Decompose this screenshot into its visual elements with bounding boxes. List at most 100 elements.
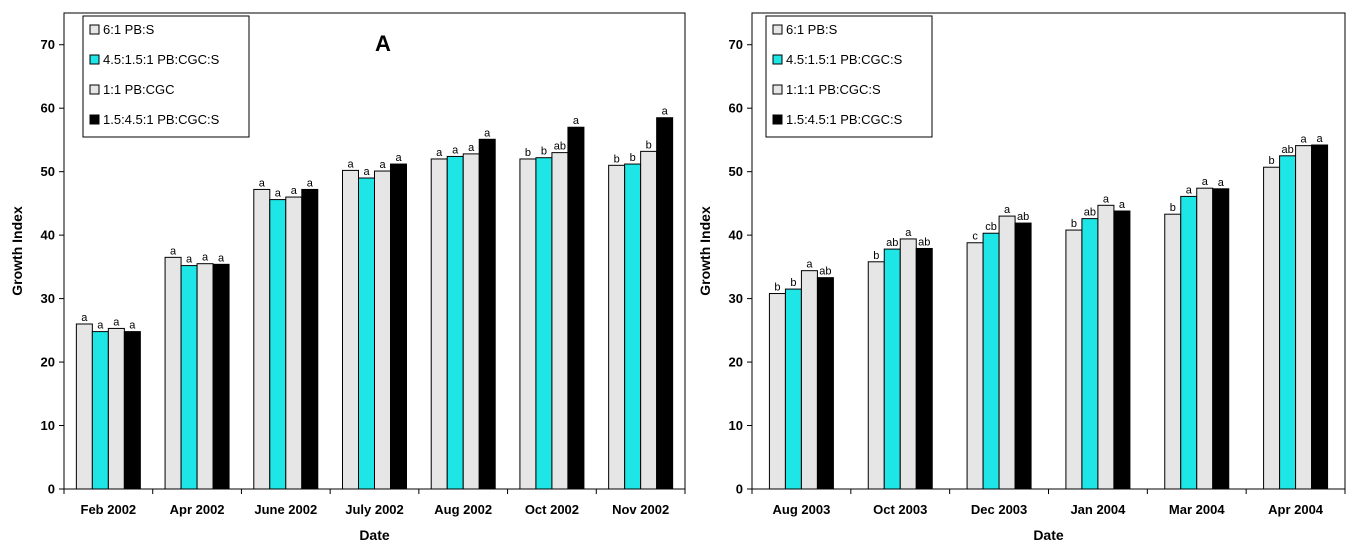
significance-label: ab: [886, 237, 898, 249]
y-axis-title: Growth Index: [697, 206, 713, 296]
significance-label: a: [468, 142, 475, 154]
x-tick-label: Aug 2002: [434, 502, 492, 517]
bar-1-s4-c5: [478, 138, 496, 490]
bar-1-s1-c6: [519, 158, 537, 490]
significance-label: a: [129, 320, 136, 332]
significance-label: a: [1004, 204, 1011, 216]
legend-swatch: [89, 24, 100, 35]
bar-2-s3-c5: [1196, 187, 1214, 490]
bar-2-s4-c5: [1212, 188, 1230, 490]
x-tick-label: July 2002: [345, 502, 404, 517]
significance-label: a: [662, 106, 669, 118]
bar-2-s4-c3: [1014, 222, 1032, 490]
bar-1-s3-c4: [374, 170, 391, 490]
bar-2-s2-c6: [1279, 155, 1297, 490]
y-tick-label: 50: [41, 164, 55, 179]
bar-1-s1-c3: [253, 188, 271, 490]
bar-2-s4-c2: [915, 247, 933, 490]
significance-label: b: [614, 153, 620, 165]
bar-2-s2-c4: [1081, 218, 1099, 490]
significance-label: a: [1119, 199, 1126, 211]
bar-1-s1-c5: [430, 158, 448, 490]
x-tick-label: Feb 2002: [81, 502, 137, 517]
bar-1-s4-c6: [567, 126, 585, 490]
bar-2-s1-c1: [768, 293, 786, 490]
legend-box: [82, 15, 250, 138]
legend-entry: 6:1 PB:S: [103, 22, 155, 37]
x-tick-label: Oct 2002: [525, 502, 579, 517]
bar-2-s2-c5: [1180, 195, 1198, 490]
significance-label: b: [1170, 202, 1176, 214]
bar-1-s3-c5: [462, 153, 480, 490]
x-axis-title: Date: [1033, 527, 1064, 543]
x-tick-label: Dec 2003: [971, 502, 1027, 517]
y-tick-label: 70: [729, 37, 743, 52]
legend-swatch: [89, 84, 100, 95]
significance-label: a: [452, 144, 459, 156]
bar-1-s3-c3: [285, 196, 303, 490]
significance-label: a: [291, 185, 298, 197]
legend-entry: 4.5:1.5:1 PB:CGC:S: [786, 52, 903, 67]
significance-label: a: [1202, 176, 1209, 188]
panel-label: A: [375, 31, 391, 56]
significance-label: a: [97, 320, 104, 332]
y-tick-label: 10: [729, 418, 743, 433]
y-tick-label: 50: [729, 164, 743, 179]
y-tick-label: 20: [729, 355, 743, 370]
significance-label: a: [113, 316, 120, 328]
legend-swatch: [89, 54, 100, 65]
bar-2-s1-c2: [867, 261, 885, 490]
x-tick-label: Jan 2004: [1070, 502, 1126, 517]
bar-1-s1-c7: [608, 164, 626, 490]
significance-label: a: [573, 115, 580, 127]
y-tick-label: 10: [41, 418, 55, 433]
y-tick-label: 70: [41, 37, 55, 52]
bar-2-s3-c3: [998, 215, 1016, 490]
x-axis-title: Date: [359, 527, 390, 543]
significance-label: a: [1186, 184, 1193, 196]
bar-2-s3-c6: [1295, 145, 1313, 490]
bar-1-s2-c5: [446, 155, 464, 490]
bar-1-s1-c4: [342, 169, 359, 490]
significance-label: ab: [1084, 207, 1096, 219]
bar-2-s2-c2: [883, 248, 901, 490]
bar-1-s1-c1: [75, 323, 93, 490]
legend-entry: 1:1 PB:CGC: [103, 82, 175, 97]
significance-label: a: [202, 252, 209, 264]
significance-label: a: [379, 159, 386, 171]
significance-label: c: [972, 231, 978, 243]
significance-label: ab: [1281, 144, 1293, 156]
y-tick-label: 30: [41, 291, 55, 306]
bar-1-s2-c2: [180, 265, 198, 490]
significance-label: ab: [1017, 211, 1029, 223]
x-tick-label: Aug 2003: [773, 502, 831, 517]
significance-label: b: [1071, 218, 1077, 230]
significance-label: a: [1301, 134, 1308, 146]
significance-label: a: [1218, 177, 1225, 189]
legend: 6:1 PB:S 4.5:1.5:1 PB:CGC:S 1:1 PB:CGC 1.5:…: [82, 15, 250, 138]
legend-swatch: [772, 114, 783, 125]
significance-label: b: [525, 147, 531, 159]
bar-1-s3-c1: [107, 327, 125, 490]
bar-1-s3-c7: [640, 150, 658, 490]
bar-2-s1-c6: [1263, 166, 1281, 490]
bar-1-s2-c7: [624, 163, 642, 490]
y-axis-title: Growth Index: [9, 206, 25, 296]
legend-entry: 1.5:4.5:1 PB:CGC:S: [786, 112, 903, 127]
significance-label: ab: [554, 141, 566, 153]
significance-label: a: [170, 245, 177, 257]
significance-label: a: [905, 227, 912, 239]
bar-2-s2-c3: [982, 232, 1000, 490]
legend-entry: 1:1:1 PB:CGC:S: [786, 82, 881, 97]
bar-1-s2-c4: [358, 177, 375, 490]
significance-label: b: [646, 139, 652, 151]
significance-label: ab: [819, 266, 831, 278]
significance-label: a: [436, 147, 443, 159]
legend-swatch: [89, 114, 100, 125]
bar-1-s2-c6: [535, 157, 553, 490]
significance-label: a: [218, 252, 225, 264]
significance-label: a: [363, 166, 370, 178]
bar-2-s1-c3: [966, 242, 984, 490]
